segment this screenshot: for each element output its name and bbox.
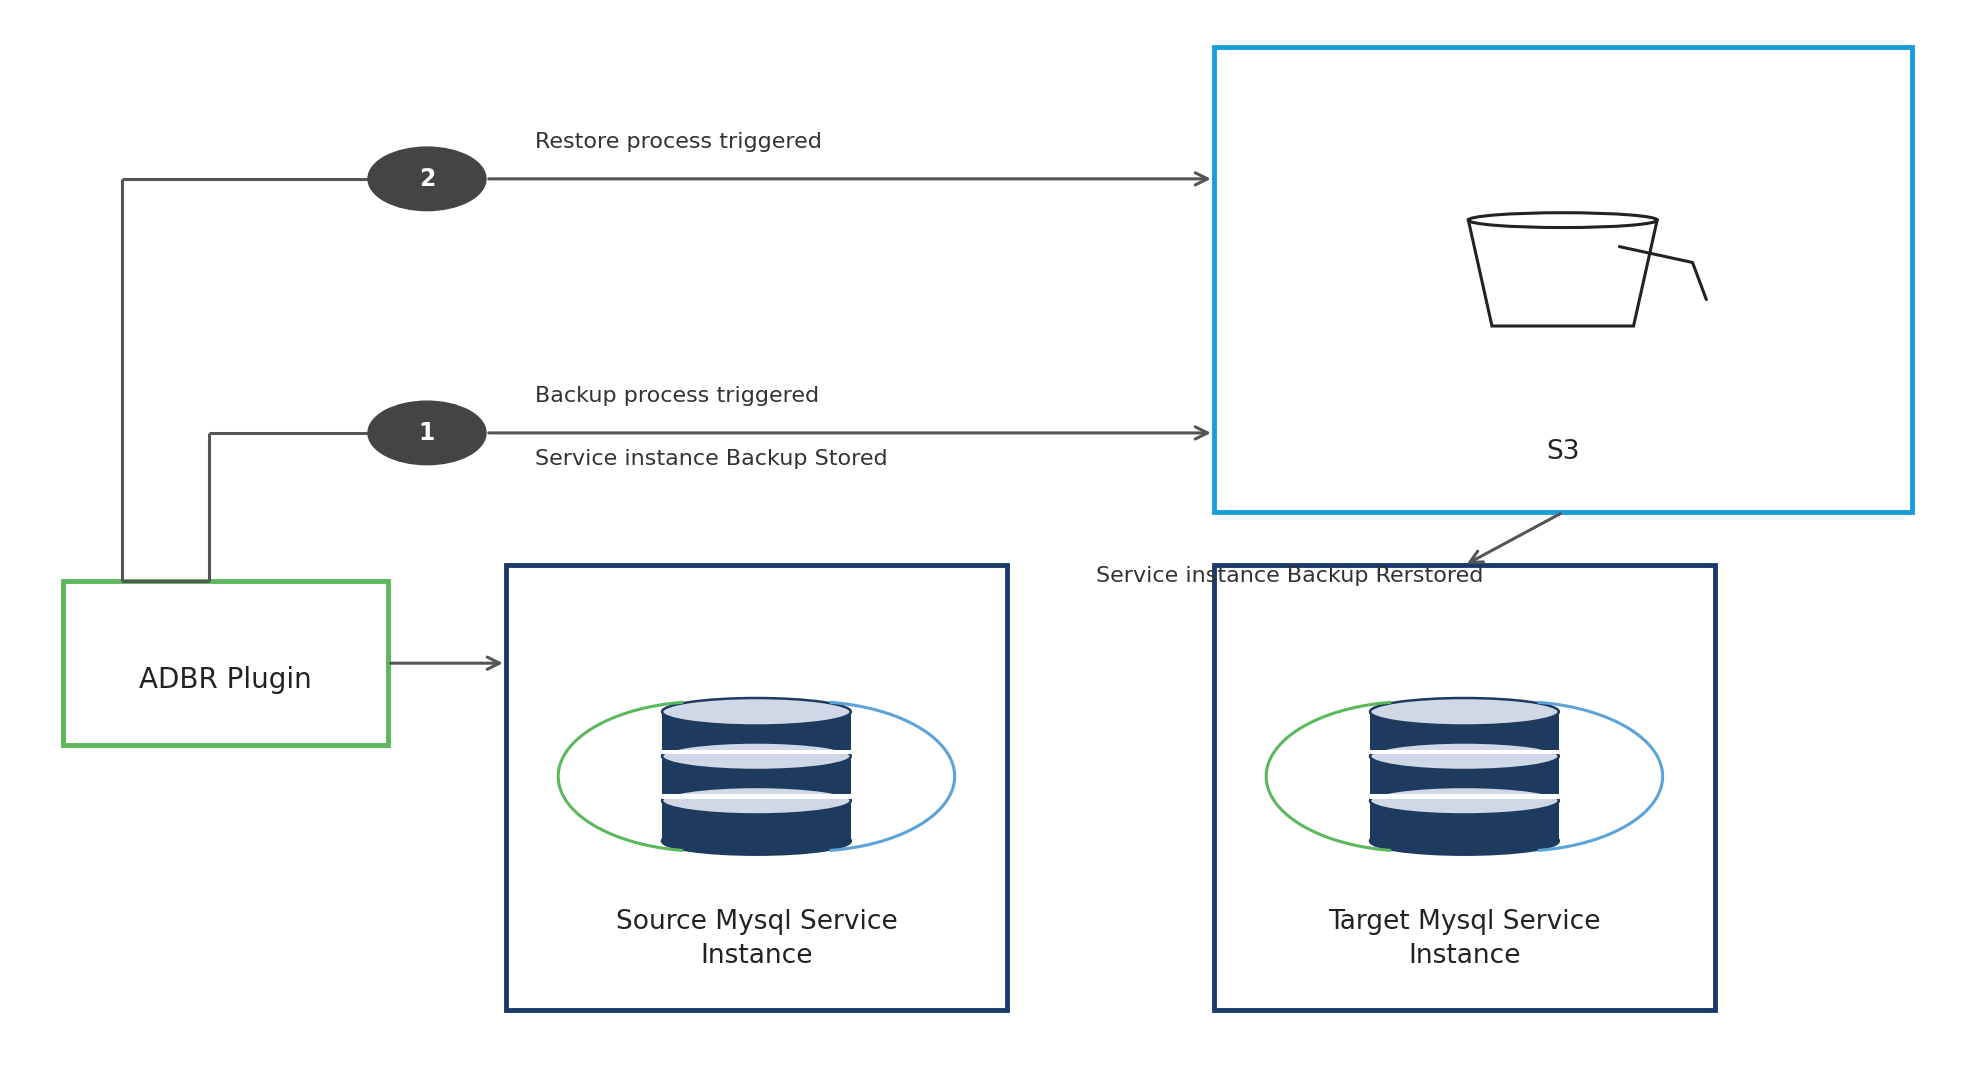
Ellipse shape: [662, 787, 851, 814]
Bar: [662, 794, 851, 798]
Text: Service instance Backup Stored: Service instance Backup Stored: [535, 449, 889, 469]
Text: Backup process triggered: Backup process triggered: [535, 386, 820, 405]
Bar: [1371, 800, 1558, 841]
Polygon shape: [1467, 220, 1657, 327]
Bar: [1371, 712, 1558, 752]
Text: Target Mysql Service
Instance: Target Mysql Service Instance: [1327, 909, 1600, 969]
Ellipse shape: [662, 698, 851, 726]
Bar: [662, 712, 851, 752]
Circle shape: [367, 147, 486, 210]
FancyBboxPatch shape: [506, 566, 1007, 1009]
Text: Restore process triggered: Restore process triggered: [535, 132, 822, 152]
Ellipse shape: [1371, 827, 1558, 855]
Bar: [1371, 750, 1558, 754]
Ellipse shape: [662, 743, 851, 770]
Bar: [662, 757, 851, 796]
Ellipse shape: [1371, 743, 1558, 770]
Ellipse shape: [1467, 212, 1657, 227]
FancyBboxPatch shape: [63, 582, 387, 745]
Ellipse shape: [1371, 698, 1558, 726]
Text: S3: S3: [1546, 439, 1580, 465]
Text: Source Mysql Service
Instance: Source Mysql Service Instance: [616, 909, 897, 969]
FancyBboxPatch shape: [1215, 47, 1912, 512]
Text: Service instance Backup Rerstored: Service instance Backup Rerstored: [1096, 566, 1483, 586]
Bar: [662, 800, 851, 841]
Ellipse shape: [1371, 787, 1558, 814]
Bar: [1371, 757, 1558, 796]
Text: 1: 1: [419, 420, 434, 445]
Bar: [662, 750, 851, 754]
FancyBboxPatch shape: [1215, 566, 1714, 1009]
Text: ADBR Plugin: ADBR Plugin: [138, 666, 312, 694]
Text: 2: 2: [419, 166, 434, 191]
Bar: [1371, 794, 1558, 798]
Ellipse shape: [662, 827, 851, 855]
Circle shape: [367, 401, 486, 465]
